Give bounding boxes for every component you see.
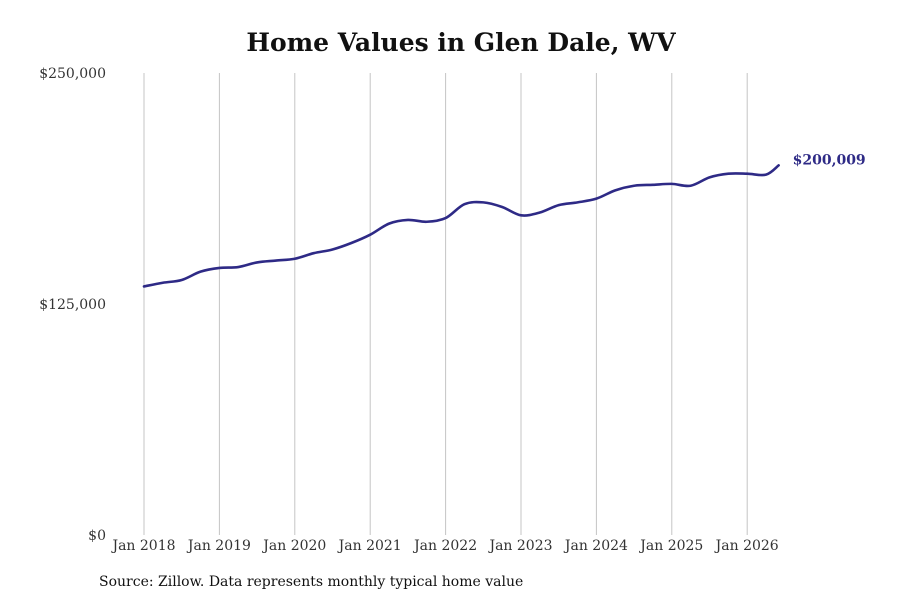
source-note: Source: Zillow. Data represents monthly … — [99, 574, 524, 590]
chart-title: Home Values in Glen Dale, WV — [246, 28, 676, 57]
x-tick-label: Jan 2024 — [563, 538, 628, 554]
home-value-line — [142, 164, 780, 288]
end-value-label: $200,009 — [793, 152, 866, 168]
grid-lines — [143, 73, 748, 535]
x-tick-label: Jan 2021 — [337, 538, 402, 554]
series-group: $200,009 — [142, 152, 866, 288]
y-tick-label: $0 — [88, 528, 106, 544]
x-tick-label: Jan 2020 — [261, 538, 326, 554]
x-tick-label: Jan 2023 — [487, 538, 552, 554]
x-axis-ticks: Jan 2018 Jan 2019 Jan 2020 Jan 2021 Jan 2022… — [110, 538, 778, 554]
x-tick-label: Jan 2018 — [110, 538, 175, 554]
x-tick-label: Jan 2026 — [714, 538, 779, 554]
y-axis-ticks: $250,000 $125,000 $0 — [39, 66, 106, 544]
y-tick-label: $250,000 — [39, 66, 106, 82]
x-tick-label: Jan 2025 — [638, 538, 703, 554]
y-tick-label: $125,000 — [39, 297, 106, 313]
x-tick-label: Jan 2019 — [186, 538, 251, 554]
x-tick-label: Jan 2022 — [412, 538, 477, 554]
